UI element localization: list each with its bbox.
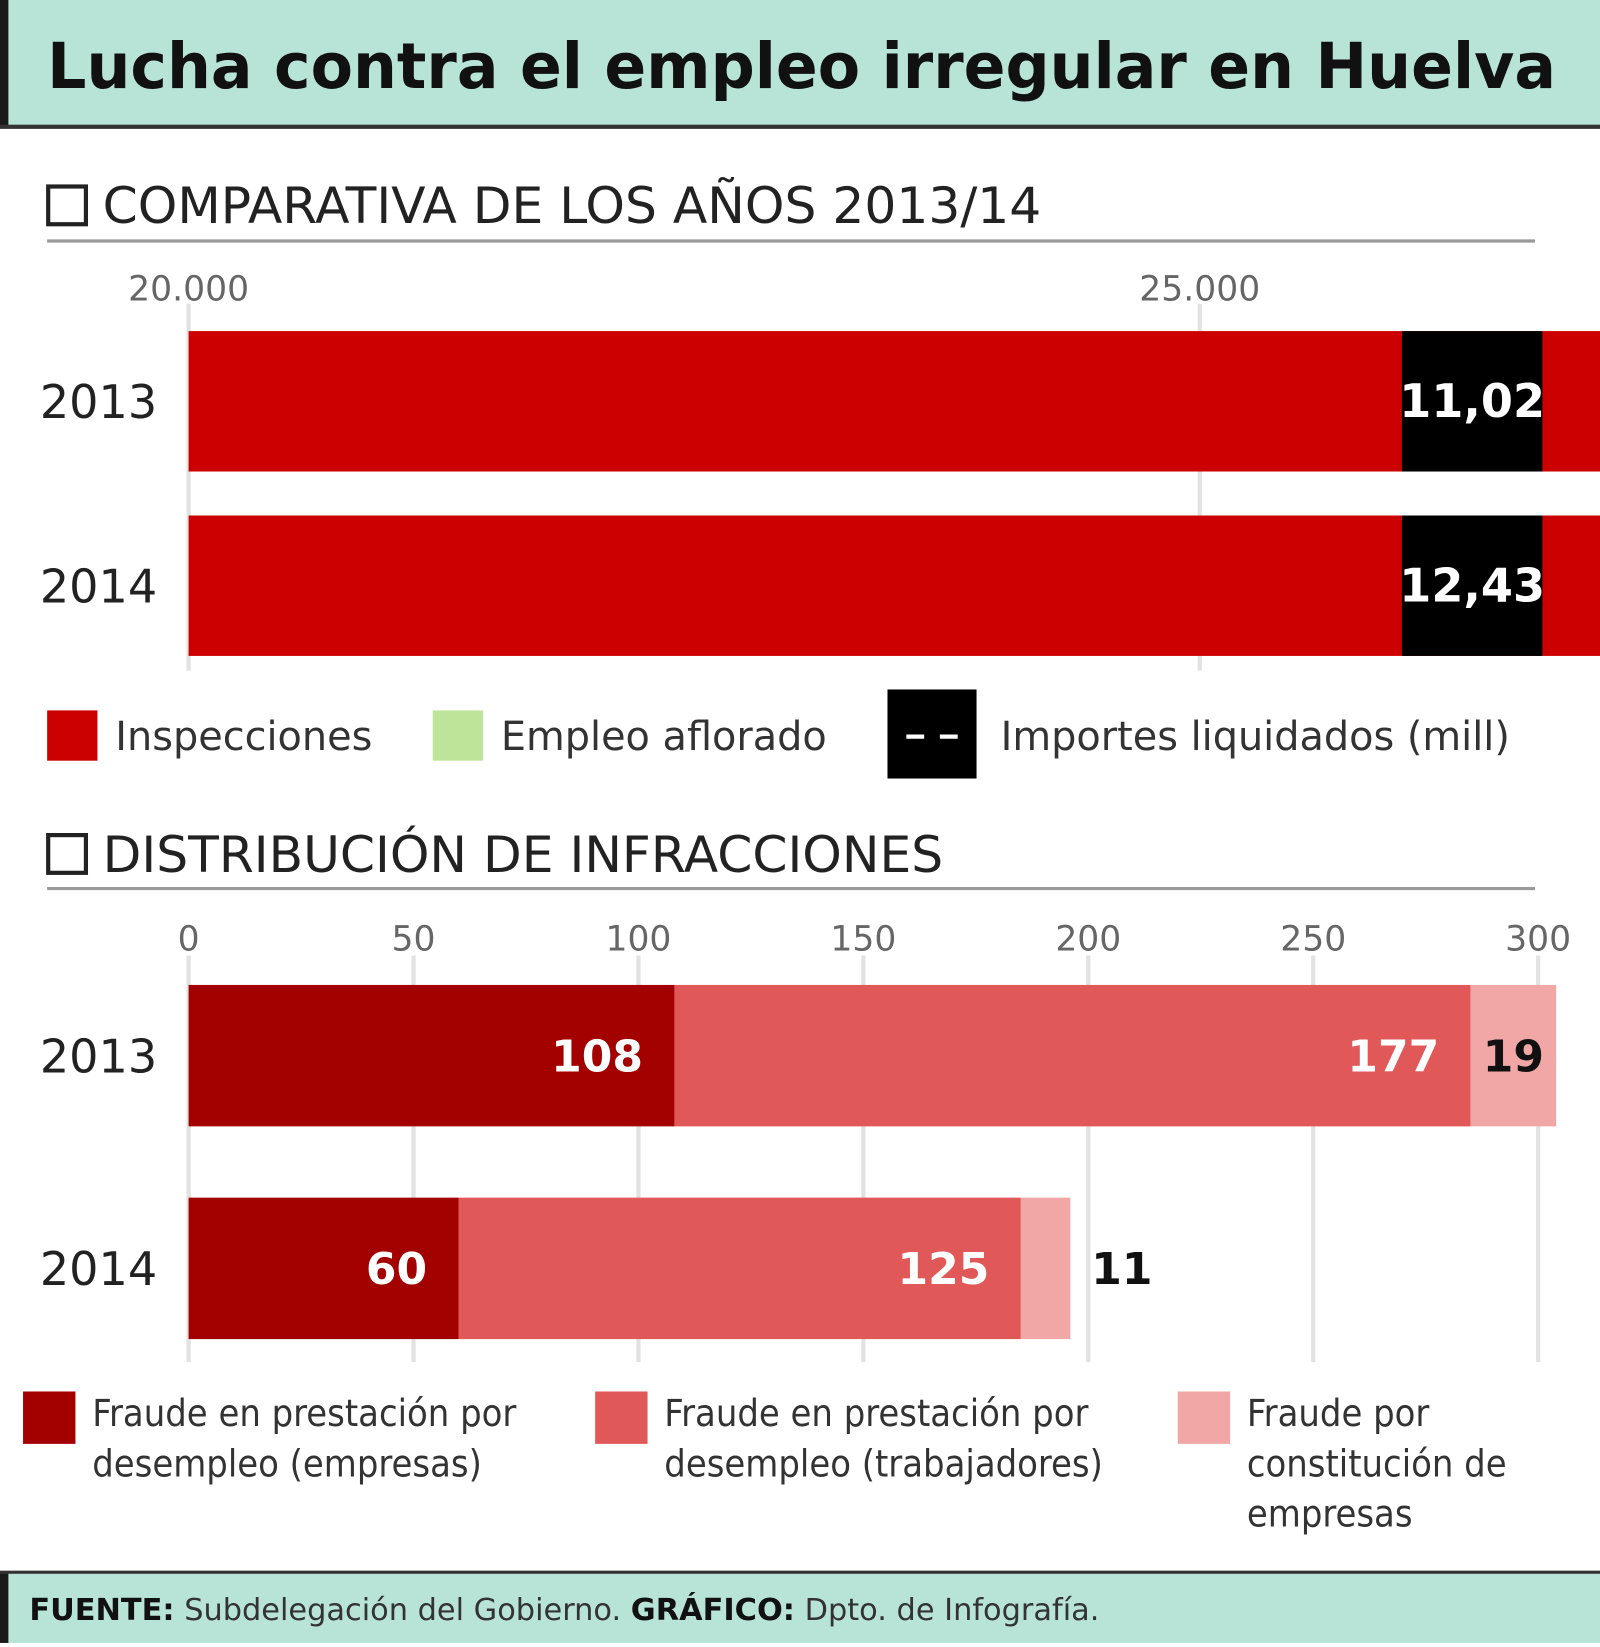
bar-segment bbox=[188, 984, 675, 1127]
legend-label: Importes liquidados (mill) bbox=[1001, 714, 1510, 760]
x-tick-label: 300 bbox=[1505, 919, 1571, 959]
legend-label: Fraude en prestación por desempleo (trab… bbox=[664, 1392, 1103, 1486]
value-label: 12,43 bbox=[1399, 558, 1545, 612]
x-tick-label: 150 bbox=[830, 919, 896, 959]
section-icon bbox=[46, 833, 89, 875]
value-label: 19 bbox=[1483, 1031, 1544, 1082]
footer-band bbox=[0, 1571, 1600, 1643]
x-tick-label: 25.000 bbox=[1139, 270, 1260, 310]
header-band bbox=[0, 0, 1600, 128]
bar-segment bbox=[188, 331, 1600, 472]
section-icon bbox=[46, 184, 89, 227]
category-label: 2013 bbox=[40, 375, 157, 429]
legend-label: Empleo aflorado bbox=[501, 714, 827, 760]
header-edge bbox=[0, 0, 9, 128]
x-tick-label: 0 bbox=[178, 919, 200, 959]
value-label: 11 bbox=[1091, 1244, 1152, 1295]
legend-label: Fraude en prestación por desempleo (empr… bbox=[92, 1392, 517, 1486]
bar-segment bbox=[458, 1197, 1021, 1340]
legend-swatch bbox=[47, 710, 98, 761]
source-label: FUENTE: bbox=[29, 1593, 174, 1628]
legend-swatch bbox=[23, 1391, 76, 1444]
legend-label: Inspecciones bbox=[115, 714, 372, 760]
value-box bbox=[1401, 515, 1543, 656]
value-label: 108 bbox=[551, 1031, 643, 1082]
bar-segment bbox=[188, 515, 1600, 656]
header-rule bbox=[0, 124, 1600, 129]
value-label: 11,02 bbox=[1399, 374, 1545, 428]
value-label: 60 bbox=[366, 1244, 427, 1295]
footer: FUENTE: Subdelegación del Gobierno. GRÁF… bbox=[29, 1592, 1099, 1628]
main-title: Lucha contra el empleo irregular en Huel… bbox=[47, 30, 1556, 103]
legend-swatch bbox=[595, 1391, 648, 1444]
x-tick-label: 50 bbox=[392, 919, 436, 959]
value-label: 125 bbox=[898, 1244, 990, 1295]
legend-swatch bbox=[432, 710, 484, 761]
section-title: COMPARATIVA DE LOS AÑOS 2013/14 bbox=[103, 176, 1042, 235]
x-tick-label: 20.000 bbox=[128, 270, 249, 310]
bar-segment bbox=[1020, 1197, 1071, 1340]
legend-swatch bbox=[1177, 1391, 1231, 1444]
category-label: 2013 bbox=[40, 1029, 157, 1083]
credit: Dpto. de Infografía. bbox=[805, 1593, 1100, 1628]
bar-segment bbox=[674, 984, 1471, 1127]
bar-segment bbox=[1470, 984, 1557, 1127]
legend-swatch bbox=[887, 689, 977, 779]
source: Subdelegación del Gobierno. bbox=[184, 1593, 621, 1628]
footer-rule bbox=[0, 1570, 1600, 1574]
category-label: 2014 bbox=[40, 559, 157, 613]
x-tick-label: 100 bbox=[605, 919, 671, 959]
section-title: DISTRIBUCIÓN DE INFRACCIONES bbox=[103, 825, 944, 884]
x-tick-label: 250 bbox=[1280, 919, 1346, 959]
credit-label: GRÁFICO: bbox=[631, 1592, 795, 1628]
value-box bbox=[1401, 331, 1543, 472]
value-label: 177 bbox=[1347, 1031, 1439, 1082]
legend-label: Fraude por constitución de empresas bbox=[1246, 1392, 1507, 1537]
bar-segment bbox=[188, 1197, 459, 1340]
category-label: 2014 bbox=[40, 1242, 157, 1296]
footer-edge bbox=[0, 1571, 9, 1643]
x-tick-label: 200 bbox=[1055, 919, 1121, 959]
